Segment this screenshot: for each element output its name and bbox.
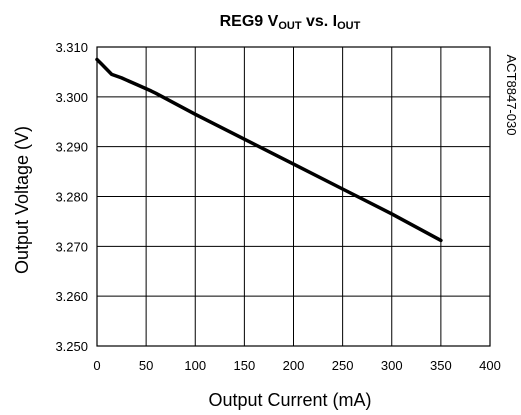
y-tick-labels: 3.250 3.260 3.270 3.280 3.290 3.300 3.310	[55, 40, 88, 354]
y-tick-label: 3.250	[55, 339, 88, 354]
x-tick-label: 300	[381, 358, 403, 373]
x-tick-label: 350	[430, 358, 452, 373]
x-tick-labels: 0 50 100 150 200 250 300 350 400	[93, 358, 500, 373]
plot-area	[95, 57, 443, 243]
x-tick-label: 100	[184, 358, 206, 373]
svg-text:REG9 VOUT vs. IOUT: REG9 VOUT vs. IOUT	[220, 13, 361, 32]
x-tick-label: 200	[283, 358, 305, 373]
series-line	[95, 57, 443, 243]
title-main: REG9 V	[220, 13, 279, 30]
x-tick-label: 400	[479, 358, 501, 373]
x-axis-label: Output Current (mA)	[208, 390, 371, 410]
y-tick-label: 3.290	[55, 140, 88, 155]
grid	[96, 46, 491, 347]
y-tick-label: 3.300	[55, 90, 88, 105]
x-tick-label: 250	[332, 358, 354, 373]
plot-frame	[96, 46, 491, 347]
title-sub2: OUT	[337, 20, 361, 32]
title: REG9 VOUT vs. IOUT	[220, 13, 361, 32]
x-tick-label: 150	[234, 358, 256, 373]
y-tick-label: 3.310	[55, 40, 88, 55]
x-tick-label: 0	[93, 358, 100, 373]
x-tick-label: 50	[139, 358, 153, 373]
title-mid: vs. I	[302, 13, 338, 30]
y-tick-label: 3.260	[55, 289, 88, 304]
y-tick-label: 3.280	[55, 190, 88, 205]
figure-id-label: ACT8847-030	[504, 55, 519, 136]
y-axis-label: Output Voltage (V)	[12, 126, 32, 274]
y-tick-label: 3.270	[55, 239, 88, 254]
title-sub1: OUT	[278, 20, 302, 32]
